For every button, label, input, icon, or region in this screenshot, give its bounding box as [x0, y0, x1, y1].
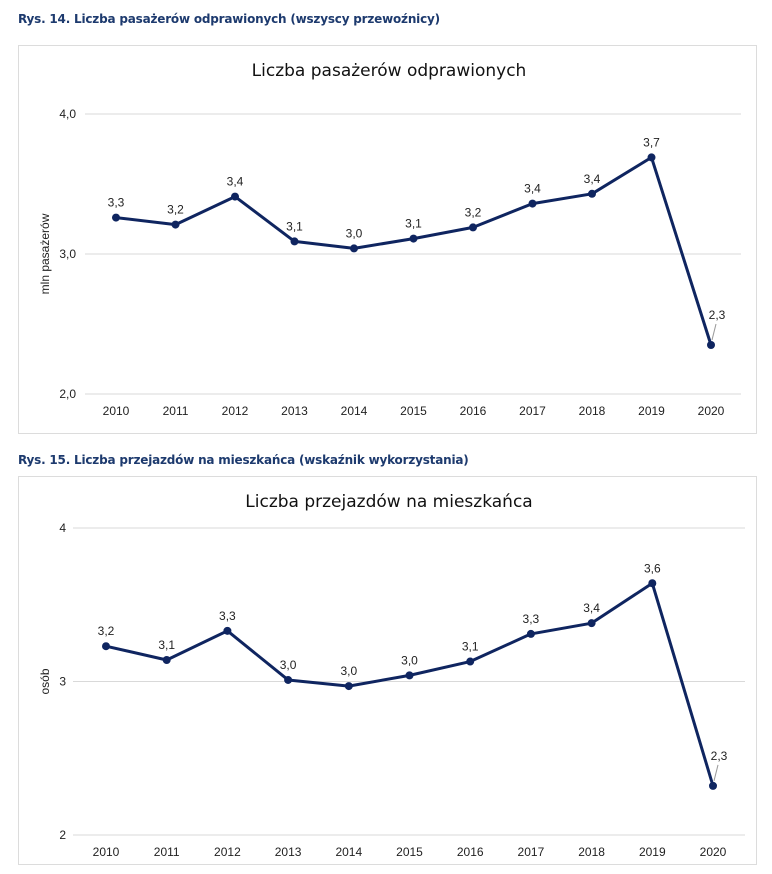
x-tick-label: 2020 [700, 845, 727, 859]
data-point [171, 220, 180, 229]
chart-title: Liczba przejazdów na mieszkańca [245, 492, 532, 512]
data-point [350, 244, 358, 253]
data-label: 3,1 [405, 217, 422, 231]
data-label: 3,0 [340, 664, 357, 678]
y-axis-label: osób [38, 668, 52, 694]
data-point [162, 656, 171, 665]
x-tick-label: 2020 [698, 404, 725, 418]
data-label: 3,0 [401, 653, 418, 667]
x-tick-label: 2018 [578, 845, 605, 859]
chart-passengers-frame: Liczba pasażerów odprawionych 2,0 3,0 4,0 ml… [18, 45, 757, 434]
x-tick-label: 2010 [103, 404, 130, 418]
data-point [588, 189, 596, 198]
data-point [284, 675, 293, 684]
data-label: 3,0 [346, 226, 363, 240]
data-label: 3,4 [583, 601, 600, 615]
x-tick-label: 2012 [214, 845, 241, 859]
data-label: 3,4 [584, 172, 601, 186]
x-tick-label: 2015 [400, 404, 427, 418]
data-point [290, 237, 299, 246]
x-tick-label: 2017 [518, 845, 545, 859]
data-label-leader [711, 323, 717, 341]
data-label-leader [713, 764, 719, 782]
data-label: 3,1 [462, 640, 479, 654]
x-tick-label: 2013 [281, 404, 308, 418]
data-label: 3,3 [108, 196, 125, 210]
data-point [344, 682, 353, 691]
data-label: 3,1 [286, 219, 303, 233]
data-point [466, 657, 475, 666]
x-tick-label: 2015 [396, 845, 423, 859]
data-label: 3,0 [280, 658, 297, 672]
chart-trips-per-capita-frame: Liczba przejazdów na mieszkańca 2 3 4 osób 20… [18, 476, 757, 865]
data-label: 3,2 [465, 205, 482, 219]
y-tick-label: 4,0 [59, 107, 76, 121]
series-line [115, 155, 713, 346]
data-label: 3,4 [227, 175, 244, 189]
x-tick-label: 2013 [275, 845, 302, 859]
figure-14-caption: Rys. 14. Liczba pasażerów odprawionych (… [18, 12, 440, 26]
data-point [528, 199, 537, 208]
y-axis-label: mln pasażerów [38, 213, 52, 294]
data-point [587, 619, 596, 628]
data-label: 3,3 [219, 609, 236, 623]
data-point [469, 223, 477, 232]
data-label: 3,2 [98, 624, 115, 638]
y-tick-label: 2 [59, 828, 66, 842]
data-label: 3,2 [167, 203, 184, 217]
data-point [707, 341, 715, 349]
chart-trips-per-capita: Liczba przejazdów na mieszkańca 2 3 4 osób 20… [38, 492, 745, 859]
x-tick-label: 2016 [457, 845, 484, 859]
x-tick-label: 2019 [638, 404, 665, 418]
data-label: 2,3 [709, 308, 726, 322]
x-tick-label: 2011 [154, 845, 180, 859]
data-label: 3,3 [523, 612, 540, 626]
figure-15-caption: Rys. 15. Liczba przejazdów na mieszkańca… [18, 453, 469, 467]
data-point [409, 234, 418, 243]
y-tick-label: 3 [59, 675, 66, 689]
data-label: 3,1 [158, 638, 175, 652]
x-tick-label: 2016 [460, 404, 487, 418]
x-tick-label: 2014 [341, 404, 368, 418]
data-label: 3,4 [524, 182, 541, 196]
y-tick-label: 4 [59, 521, 66, 535]
data-point [405, 671, 414, 680]
data-label: 2,3 [711, 749, 728, 763]
x-tick-label: 2018 [579, 404, 606, 418]
y-tick-label: 3,0 [59, 247, 76, 261]
y-tick-label: 2,0 [59, 387, 76, 401]
data-point [231, 192, 239, 201]
data-point [709, 781, 717, 790]
data-point [112, 213, 120, 222]
data-point [648, 579, 657, 588]
x-tick-label: 2011 [163, 404, 189, 418]
x-tick-label: 2012 [222, 404, 249, 418]
x-tick-label: 2014 [335, 845, 362, 859]
chart-passengers: Liczba pasażerów odprawionych 2,0 3,0 4,0 ml… [38, 61, 741, 418]
data-point [647, 153, 656, 162]
x-tick-label: 2019 [639, 845, 666, 859]
data-label: 3,7 [643, 135, 660, 149]
data-point [526, 629, 535, 638]
series-line [105, 581, 715, 787]
x-tick-label: 2017 [519, 404, 546, 418]
x-tick-label: 2010 [93, 845, 120, 859]
data-point [223, 626, 232, 635]
chart-title: Liczba pasażerów odprawionych [252, 61, 527, 81]
data-label: 3,6 [644, 561, 661, 575]
data-point [102, 642, 110, 651]
